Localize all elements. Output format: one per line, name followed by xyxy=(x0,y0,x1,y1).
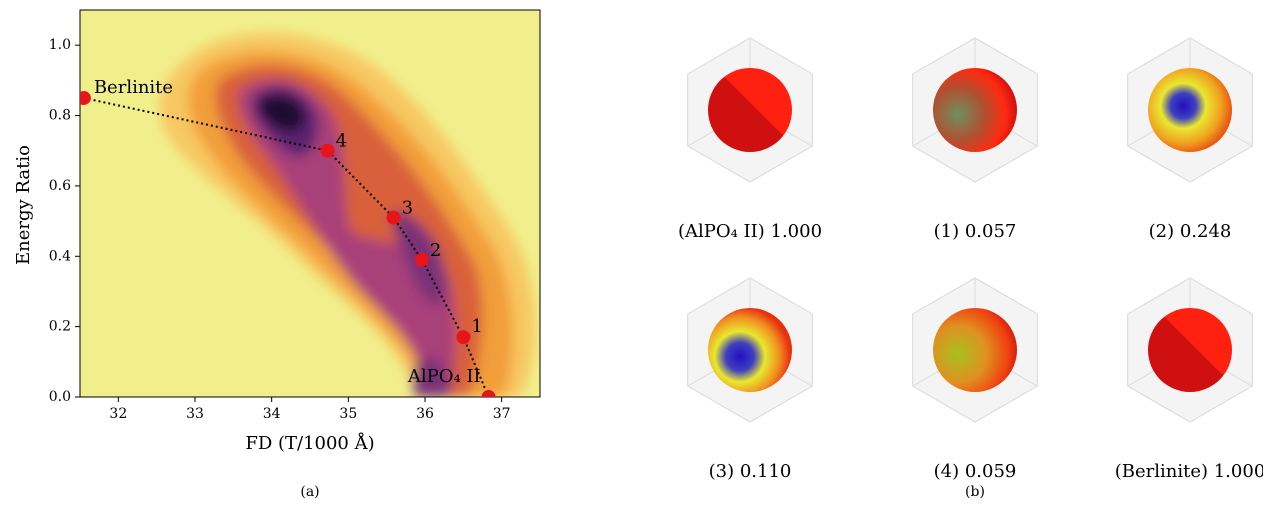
y-tick-label: 0.8 xyxy=(49,108,71,124)
sphere-caption: (AlPO₄ II) 1.000 xyxy=(678,221,822,242)
data-point xyxy=(320,143,335,158)
data-point xyxy=(80,90,91,105)
point-label: Berlinite xyxy=(94,77,173,98)
x-tick-label: 33 xyxy=(186,406,204,422)
sphere-caption: (4) 0.059 xyxy=(934,461,1017,482)
x-tick-label: 34 xyxy=(263,406,281,422)
sphere-panel: (AlPO₄ II) 1.000 (1) 0.057 (2) 0.248 (3) 0.… xyxy=(678,37,1263,482)
sphere-caption: (Berlinite) 1.000 xyxy=(1115,461,1263,482)
sphere-caption: (3) 0.110 xyxy=(709,461,792,482)
y-tick-label: 0.2 xyxy=(49,319,71,335)
sphere xyxy=(1148,308,1232,392)
data-point xyxy=(456,330,471,345)
x-tick-label: 35 xyxy=(339,406,357,422)
sphere xyxy=(708,68,792,152)
x-tick-label: 36 xyxy=(416,406,434,422)
sphere xyxy=(933,308,1017,392)
panel-label: (a) xyxy=(300,484,319,500)
y-tick-label: 0.4 xyxy=(49,248,71,264)
sphere xyxy=(933,68,1017,152)
sphere xyxy=(708,308,792,392)
x-axis-label: FD (T/1000 Å) xyxy=(245,432,374,454)
point-label: 4 xyxy=(336,131,347,152)
y-tick-label: 1.0 xyxy=(49,37,71,53)
data-point xyxy=(481,390,496,397)
density-map xyxy=(80,10,540,397)
x-tick-label: 32 xyxy=(109,406,127,422)
point-label: 3 xyxy=(402,198,413,219)
sphere-caption: (2) 0.248 xyxy=(1149,221,1232,242)
point-label: 1 xyxy=(471,316,482,337)
y-axis-label: Energy Ratio xyxy=(13,145,34,265)
y-tick-label: 0.6 xyxy=(49,178,71,194)
x-tick-label: 37 xyxy=(493,406,511,422)
sphere xyxy=(1148,68,1232,152)
point-label: AlPO₄ II xyxy=(407,366,481,387)
sphere-caption: (1) 0.057 xyxy=(934,221,1017,242)
y-tick-label: 0.0 xyxy=(49,389,71,405)
data-point xyxy=(386,210,401,225)
panel-label: (b) xyxy=(965,484,985,500)
plot-frame xyxy=(79,9,541,398)
point-label: 2 xyxy=(430,240,441,261)
data-point xyxy=(414,252,429,267)
